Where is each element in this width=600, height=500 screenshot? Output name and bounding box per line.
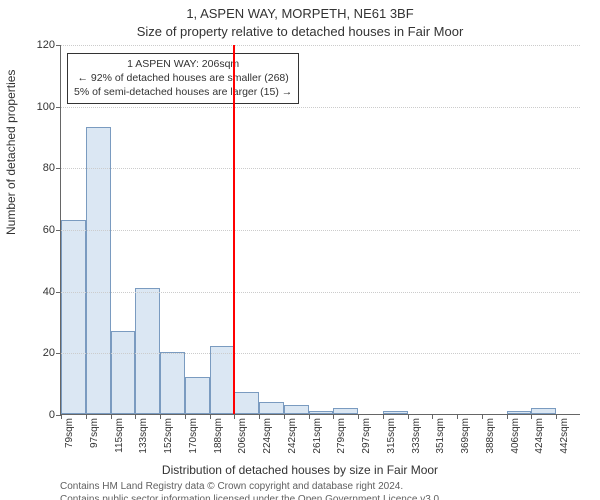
ytick-label: 120 bbox=[37, 39, 55, 51]
xtick-label: 206sqm bbox=[237, 418, 248, 454]
bar bbox=[383, 411, 408, 414]
ytick-label: 100 bbox=[37, 101, 55, 113]
chart-title: 1, ASPEN WAY, MORPETH, NE61 3BF bbox=[0, 6, 600, 21]
plot-area: 1 ASPEN WAY: 206sqm ← 92% of detached ho… bbox=[60, 45, 580, 415]
info-box-line2: ← 92% of detached houses are smaller (26… bbox=[74, 71, 292, 85]
gridline bbox=[61, 230, 580, 231]
marker-line bbox=[233, 45, 235, 414]
xtick-label: 133sqm bbox=[138, 418, 149, 454]
ytick-mark bbox=[56, 45, 61, 46]
ytick-mark bbox=[56, 230, 61, 231]
xtick-mark bbox=[408, 414, 409, 419]
xtick-label: 152sqm bbox=[163, 418, 174, 454]
xtick-label: 315sqm bbox=[386, 418, 397, 454]
xtick-label: 351sqm bbox=[435, 418, 446, 454]
bar bbox=[284, 405, 309, 414]
xtick-mark bbox=[432, 414, 433, 419]
xtick-label: 79sqm bbox=[64, 418, 75, 448]
ytick-mark bbox=[56, 353, 61, 354]
xtick-label: 424sqm bbox=[534, 418, 545, 454]
xtick-mark bbox=[531, 414, 532, 419]
xtick-mark bbox=[111, 414, 112, 419]
footer-line-2: Contains public sector information licen… bbox=[60, 494, 442, 500]
xtick-mark bbox=[160, 414, 161, 419]
y-axis-label: Number of detached properties bbox=[4, 70, 18, 235]
xtick-label: 115sqm bbox=[114, 418, 125, 453]
bar bbox=[111, 331, 136, 414]
xtick-mark bbox=[185, 414, 186, 419]
xtick-label: 442sqm bbox=[559, 418, 570, 454]
xtick-label: 333sqm bbox=[411, 418, 422, 454]
gridline bbox=[61, 168, 580, 169]
info-box-line3: 5% of semi-detached houses are larger (1… bbox=[74, 85, 292, 99]
gridline bbox=[61, 292, 580, 293]
xtick-label: 388sqm bbox=[485, 418, 496, 454]
gridline bbox=[61, 45, 580, 46]
ytick-mark bbox=[56, 107, 61, 108]
xtick-label: 188sqm bbox=[213, 418, 224, 454]
xtick-label: 224sqm bbox=[262, 418, 273, 454]
xtick-mark bbox=[309, 414, 310, 419]
xtick-mark bbox=[86, 414, 87, 419]
xtick-mark bbox=[358, 414, 359, 419]
ytick-label: 20 bbox=[43, 347, 55, 359]
x-axis-label: Distribution of detached houses by size … bbox=[0, 463, 600, 477]
bar bbox=[61, 220, 86, 414]
xtick-label: 242sqm bbox=[287, 418, 298, 454]
xtick-mark bbox=[234, 414, 235, 419]
xtick-mark bbox=[556, 414, 557, 419]
xtick-mark bbox=[259, 414, 260, 419]
xtick-mark bbox=[457, 414, 458, 419]
xtick-label: 97sqm bbox=[89, 418, 100, 448]
xtick-label: 406sqm bbox=[510, 418, 521, 454]
bar bbox=[309, 411, 334, 414]
bar bbox=[531, 408, 556, 414]
chart-container: 1, ASPEN WAY, MORPETH, NE61 3BF Size of … bbox=[0, 0, 600, 500]
xtick-label: 279sqm bbox=[336, 418, 347, 454]
bar bbox=[86, 127, 111, 414]
bar bbox=[135, 288, 160, 414]
xtick-mark bbox=[333, 414, 334, 419]
gridline bbox=[61, 107, 580, 108]
xtick-mark bbox=[210, 414, 211, 419]
bar bbox=[507, 411, 532, 414]
footer-line-1: Contains HM Land Registry data © Crown c… bbox=[60, 481, 403, 492]
xtick-mark bbox=[61, 414, 62, 419]
gridline bbox=[61, 353, 580, 354]
ytick-label: 40 bbox=[43, 286, 55, 298]
bar bbox=[259, 402, 284, 414]
bar bbox=[160, 352, 185, 414]
xtick-mark bbox=[383, 414, 384, 419]
bar bbox=[185, 377, 210, 414]
xtick-label: 261sqm bbox=[312, 418, 323, 454]
ytick-mark bbox=[56, 168, 61, 169]
ytick-label: 60 bbox=[43, 224, 55, 236]
ytick-mark bbox=[56, 292, 61, 293]
bar bbox=[333, 408, 358, 414]
info-box-line1: 1 ASPEN WAY: 206sqm bbox=[74, 57, 292, 71]
bar bbox=[234, 392, 259, 414]
xtick-label: 369sqm bbox=[460, 418, 471, 454]
xtick-label: 297sqm bbox=[361, 418, 372, 454]
xtick-mark bbox=[482, 414, 483, 419]
xtick-label: 170sqm bbox=[188, 418, 199, 454]
info-box: 1 ASPEN WAY: 206sqm ← 92% of detached ho… bbox=[67, 53, 299, 104]
chart-subtitle: Size of property relative to detached ho… bbox=[0, 24, 600, 39]
ytick-label: 0 bbox=[49, 409, 55, 421]
xtick-mark bbox=[135, 414, 136, 419]
xtick-mark bbox=[284, 414, 285, 419]
bar bbox=[210, 346, 235, 414]
xtick-mark bbox=[507, 414, 508, 419]
ytick-label: 80 bbox=[43, 162, 55, 174]
